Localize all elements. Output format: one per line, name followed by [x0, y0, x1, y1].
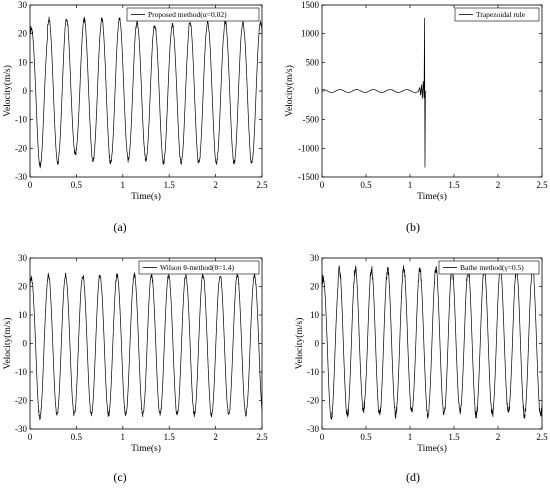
x-tick-label: 2.5	[536, 432, 548, 442]
y-tick-label: 10	[18, 57, 28, 67]
y-tick-label: -10	[307, 367, 319, 377]
y-tick-label: 30	[18, 0, 28, 10]
y-tick-label: 10	[310, 310, 320, 320]
legend-label: Wilson θ-method(θ=1.4)	[160, 263, 235, 272]
y-tick-label: -30	[307, 424, 319, 434]
y-tick-label: 20	[310, 282, 320, 292]
y-tick-label: -1000	[298, 143, 319, 153]
x-tick-label: 1	[408, 180, 413, 190]
y-tick-label: 0	[23, 339, 28, 349]
legend-label: Trapezoidal rule	[476, 10, 526, 19]
x-tick-label: 1.5	[448, 432, 460, 442]
legend-box	[138, 260, 260, 275]
y-tick-label: 0	[315, 339, 320, 349]
x-axis-title: Time(s)	[417, 191, 447, 202]
x-tick-label: 1	[121, 180, 126, 190]
x-tick-label: 2	[213, 432, 218, 442]
x-axis-title: Time(s)	[417, 443, 447, 454]
y-tick-label: 30	[310, 253, 320, 263]
legend-label: Proposed method(α=0.02)	[148, 10, 227, 19]
panel-label: (c)	[113, 470, 126, 484]
legend-box	[438, 260, 540, 275]
series-line	[321, 17, 426, 168]
panel-label: (d)	[406, 470, 420, 484]
series-line	[29, 272, 263, 420]
panel-label: (b)	[406, 220, 420, 234]
x-tick-label: 1	[408, 432, 413, 442]
legend-box	[454, 7, 540, 22]
y-axis-title: Velocity(m/s)	[294, 318, 305, 370]
y-axis-title: Velocity(m/s)	[2, 318, 13, 370]
series-line	[29, 16, 263, 169]
panel-label: (a)	[113, 220, 126, 234]
y-tick-label: 20	[18, 282, 28, 292]
x-tick-label: 0	[28, 432, 33, 442]
x-tick-label: 0.5	[71, 180, 83, 190]
y-tick-label: -1500	[298, 172, 319, 182]
y-tick-label: 0	[315, 86, 320, 96]
panel-c: 0 0.5 1 1.5 2 2.5 -30 -20 -10 0 10 20 30 Time(s) Veloc…	[2, 253, 268, 484]
x-tick-label: 0	[320, 180, 325, 190]
x-tick-label: 0	[28, 180, 33, 190]
y-tick-label: -20	[307, 396, 319, 406]
plot-frame	[321, 4, 543, 178]
x-tick-label: 0.5	[360, 180, 372, 190]
y-tick-label: 1500	[301, 0, 320, 10]
x-tick-label: 0.5	[360, 432, 372, 442]
legend-label: Bathe method(γ=0.5)	[460, 263, 524, 272]
x-tick-label: 2	[496, 432, 501, 442]
y-tick-label: 1000	[301, 29, 320, 39]
x-tick-label: 2.5	[536, 180, 548, 190]
series-line	[321, 265, 543, 420]
x-tick-label: 2	[496, 180, 501, 190]
y-tick-label: -500	[303, 115, 320, 125]
x-tick-label: 2.5	[256, 432, 268, 442]
y-axis-title: Velocity(m/s)	[284, 65, 295, 117]
y-tick-label: -30	[15, 424, 27, 434]
y-tick-label: 0	[23, 86, 28, 96]
y-tick-label: 500	[306, 57, 320, 67]
x-tick-label: 1	[121, 432, 126, 442]
y-tick-label: 30	[18, 253, 28, 263]
y-axis-title: Velocity(m/s)	[2, 65, 13, 117]
legend-box	[126, 7, 260, 22]
y-tick-label: 10	[18, 310, 28, 320]
x-tick-label: 1.5	[448, 180, 460, 190]
x-tick-label: 1.5	[164, 180, 176, 190]
x-tick-label: 2.5	[256, 180, 268, 190]
x-tick-label: 1.5	[164, 432, 176, 442]
y-tick-label: 20	[18, 29, 28, 39]
x-tick-label: 2	[213, 180, 218, 190]
y-tick-label: -10	[15, 367, 27, 377]
panel-a: 0 0.5 1 1.5 2 2.5 -30 -20 -10 0 10 20 30 Time(s) Veloc…	[2, 0, 268, 234]
x-axis-title: Time(s)	[131, 191, 161, 202]
x-tick-label: 0	[320, 432, 325, 442]
panel-d: 0 0.5 1 1.5 2 2.5 -30 -20 -10 0 10 20 30 Time(s) Veloc…	[294, 253, 548, 484]
panel-b: 0 0.5 1 1.5 2 2.5 -1500 -1000 -500 0 500 1000 1500 Ti…	[284, 0, 548, 234]
y-tick-label: -20	[15, 396, 27, 406]
y-tick-label: -20	[15, 143, 27, 153]
x-axis-title: Time(s)	[131, 443, 161, 454]
y-tick-label: -30	[15, 172, 27, 182]
x-tick-label: 0.5	[71, 432, 83, 442]
y-tick-label: -10	[15, 115, 27, 125]
